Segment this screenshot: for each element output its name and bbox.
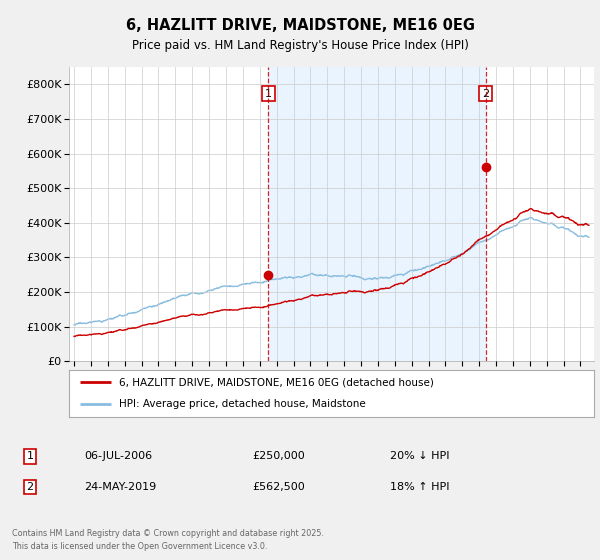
Text: 6, HAZLITT DRIVE, MAIDSTONE, ME16 0EG (detached house): 6, HAZLITT DRIVE, MAIDSTONE, ME16 0EG (d… <box>119 377 434 388</box>
Text: 06-JUL-2006: 06-JUL-2006 <box>84 451 152 461</box>
Text: 2: 2 <box>482 88 490 99</box>
Text: HPI: Average price, detached house, Maidstone: HPI: Average price, detached house, Maid… <box>119 399 365 409</box>
Text: 1: 1 <box>26 451 34 461</box>
Text: 20% ↓ HPI: 20% ↓ HPI <box>390 451 449 461</box>
Text: £250,000: £250,000 <box>252 451 305 461</box>
Text: 2: 2 <box>26 482 34 492</box>
Text: 24-MAY-2019: 24-MAY-2019 <box>84 482 156 492</box>
Text: 18% ↑ HPI: 18% ↑ HPI <box>390 482 449 492</box>
Text: 6, HAZLITT DRIVE, MAIDSTONE, ME16 0EG: 6, HAZLITT DRIVE, MAIDSTONE, ME16 0EG <box>125 18 475 32</box>
Text: Contains HM Land Registry data © Crown copyright and database right 2025.
This d: Contains HM Land Registry data © Crown c… <box>12 529 324 550</box>
Text: 1: 1 <box>265 88 272 99</box>
Text: £562,500: £562,500 <box>252 482 305 492</box>
Text: Price paid vs. HM Land Registry's House Price Index (HPI): Price paid vs. HM Land Registry's House … <box>131 39 469 53</box>
Bar <box>268 67 486 361</box>
